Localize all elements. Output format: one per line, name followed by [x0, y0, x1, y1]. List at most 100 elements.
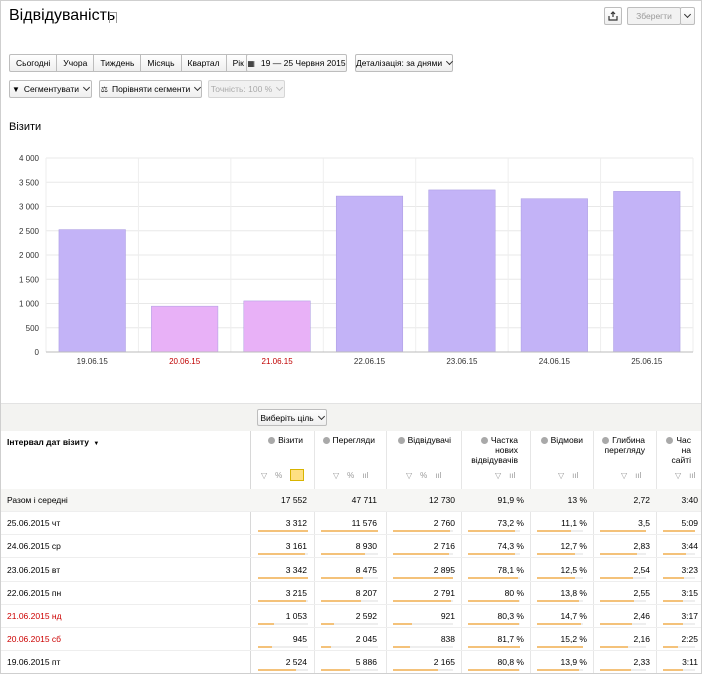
bar-chart-icon[interactable] [290, 469, 305, 481]
bar-21.06.15[interactable] [243, 300, 311, 353]
table-cell: 2,55 [633, 587, 650, 598]
cell-bar [663, 646, 679, 649]
column-header-depth[interactable]: Глибина перегляду [597, 435, 645, 455]
cell-bar [321, 530, 378, 533]
bar-24.06.15[interactable] [520, 198, 588, 353]
row-header-label[interactable]: Інтервал дат візиту ▼ [7, 437, 99, 447]
table-row[interactable]: 25.06.2015 чт 3 312 11 576 2 760 73,2 % 11,1 … [1, 512, 701, 536]
save-button[interactable]: Зберегти [627, 7, 681, 25]
percent-icon[interactable]: % [347, 471, 355, 480]
y-tick-label: 3 500 [19, 178, 40, 187]
column-header-pageviews[interactable]: Перегляди [319, 435, 375, 445]
help-icon[interactable] [480, 437, 488, 444]
filter-icon[interactable]: ▽ [621, 471, 628, 480]
compare-segments-button[interactable]: ⚖ Порівняти сегменти [99, 80, 202, 98]
cell-bar [258, 599, 307, 602]
bar-chart-icon[interactable]: ııl [435, 471, 442, 480]
cell-bar [258, 669, 296, 672]
column-header-new-visitors[interactable]: Частка нових відвідувачів [471, 435, 518, 465]
period-year[interactable]: Рік [232, 58, 244, 68]
table-row[interactable]: 22.06.2015 пн 3 215 8 207 2 791 80 % 13,8 % 2,… [1, 582, 701, 605]
bar-chart-icon[interactable]: ııl [635, 471, 642, 480]
bar-chart-icon[interactable]: ııl [362, 471, 369, 480]
export-icon [608, 11, 618, 21]
save-dropdown-button[interactable] [680, 7, 695, 25]
cell-bar [321, 553, 365, 556]
bookmark-icon[interactable] [109, 12, 117, 23]
table-cell: 2 165 [433, 657, 455, 668]
help-icon[interactable] [397, 437, 405, 444]
cell-bar-track [393, 623, 453, 625]
period-week[interactable]: Тиждень [94, 55, 142, 71]
calendar-icon: ▦ [247, 58, 255, 68]
table-row[interactable]: 19.06.2015 пт 2 524 5 886 2 165 80,8 % 13,9 %… [1, 651, 701, 673]
help-icon[interactable] [540, 437, 548, 444]
table-cell: 13 % [567, 495, 587, 505]
column-divider [530, 431, 531, 673]
table-cell: 2,33 [633, 657, 650, 668]
table-cell: 2 524 [285, 657, 307, 668]
table-cell: 2 045 [355, 634, 377, 645]
bar-20.06.15[interactable] [151, 305, 219, 353]
segment-button[interactable]: ▼ Сегментувати [9, 80, 92, 98]
bar-23.06.15[interactable] [428, 189, 496, 353]
table-row[interactable]: 21.06.2015 нд 1 053 2 592 921 80,3 % 14,7 % 2,… [1, 605, 701, 628]
table-row[interactable]: 20.06.2015 сб 945 2 045 838 81,7 % 15,2 % 2,16… [1, 628, 701, 652]
column-header-visits[interactable]: Візити [259, 435, 303, 445]
x-tick-label: 23.06.15 [446, 357, 478, 366]
cell-bar [600, 646, 629, 649]
cell-bar [468, 599, 519, 602]
visitors-column-controls: ▽ % ııl [406, 471, 442, 480]
segment-label: Сегментувати [23, 84, 79, 94]
period-quarter[interactable]: Квартал [182, 55, 227, 71]
percent-icon[interactable]: % [275, 471, 283, 480]
table-header [1, 431, 701, 491]
bar-chart-icon[interactable]: ııl [509, 471, 516, 480]
y-tick-label: 0 [35, 348, 40, 357]
bar-19.06.15[interactable] [58, 229, 126, 353]
filter-icon[interactable]: ▽ [406, 471, 413, 480]
export-button[interactable] [604, 7, 622, 25]
cell-bar [258, 646, 273, 649]
bar-25.06.15[interactable] [613, 191, 681, 353]
cell-bar-track [258, 646, 308, 649]
date-range-button[interactable]: ▦ 19 — 25 Червня 2015 [246, 54, 347, 72]
cell-bar [258, 553, 306, 556]
goal-select-button[interactable]: Виберіть ціль [257, 409, 327, 426]
cell-bar [393, 530, 451, 533]
help-icon[interactable] [666, 437, 674, 444]
table-row[interactable]: 23.06.2015 вт 3 342 8 475 2 895 78,1 % 12,5 %… [1, 559, 701, 582]
period-yesterday[interactable]: Учора [57, 55, 95, 71]
help-icon[interactable] [322, 437, 330, 444]
filter-icon[interactable]: ▽ [558, 471, 565, 480]
column-header-time[interactable]: Час на сайті [661, 435, 691, 465]
table-cell: 2 791 [433, 587, 455, 598]
bar-22.06.15[interactable] [335, 195, 404, 353]
bar-chart-icon[interactable]: ııl [572, 471, 579, 480]
accuracy-dropdown[interactable]: Точність: 100 % [208, 80, 285, 98]
help-icon[interactable] [268, 437, 276, 444]
column-header-visitors[interactable]: Відвідувачі [391, 435, 451, 445]
table-total-row[interactable]: Разом і середні 17 552 47 711 12 730 91,9 % 1… [1, 489, 701, 512]
detail-dropdown[interactable]: Деталізація: за днями [355, 54, 454, 72]
bar-chart-icon[interactable]: ııl [689, 471, 696, 480]
column-divider [250, 431, 251, 673]
help-icon[interactable] [602, 437, 610, 444]
table-cell: 3:15 [681, 587, 698, 598]
table-row[interactable]: 24.06.2015 ср 3 161 8 930 2 716 74,3 % 12,7 %… [1, 535, 701, 559]
cell-bar [468, 530, 515, 533]
table-cell: 3:11 [682, 657, 698, 668]
column-header-bounce[interactable]: Відмови [535, 435, 583, 445]
period-month[interactable]: Місяць [141, 55, 182, 71]
filter-icon[interactable]: ▽ [675, 471, 682, 480]
period-today[interactable]: Сьогодні [10, 55, 58, 71]
table-cell: 3:40 [681, 495, 698, 505]
detail-label: Деталізація: за днями [356, 58, 443, 68]
table-cell: 2,16 [633, 634, 650, 645]
filter-icon[interactable]: ▽ [261, 471, 268, 480]
filter-icon[interactable]: ▽ [333, 471, 340, 480]
percent-icon[interactable]: % [420, 471, 428, 480]
filter-icon[interactable]: ▽ [495, 471, 502, 480]
period-selector: Сьогодні Учора Тиждень Місяць Квартал Рі… [9, 54, 251, 72]
table-toolbar: Виберіть ціль [1, 403, 701, 431]
